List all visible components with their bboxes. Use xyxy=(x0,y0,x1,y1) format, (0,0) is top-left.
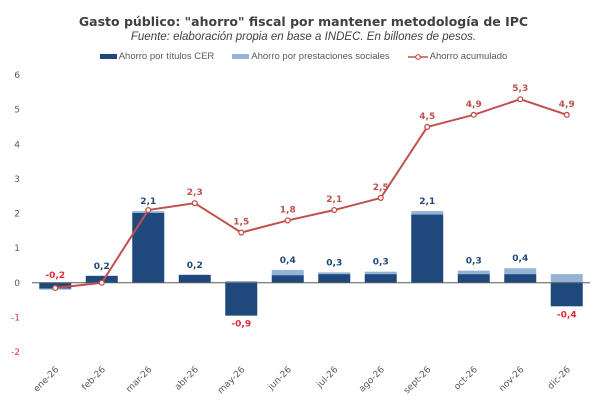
x-tick-label: may-26 xyxy=(216,365,247,396)
bar-prestaciones xyxy=(504,268,537,275)
bar-data-label: 2,1 xyxy=(419,197,435,207)
line-data-label: 4,9 xyxy=(466,100,482,110)
bar-prestaciones xyxy=(411,211,444,215)
x-tick-label: abr-26 xyxy=(173,365,201,393)
legend-label-prestaciones: Ahorro por prestaciones sociales xyxy=(251,51,390,62)
y-tick-label: 6 xyxy=(14,71,20,81)
line-marker xyxy=(238,229,245,236)
line-marker xyxy=(52,284,59,291)
line-data-label: 2,3 xyxy=(187,188,203,198)
y-axis: -2 -1 0 1 2 3 4 5 6 xyxy=(11,71,20,358)
line-marker xyxy=(191,200,198,207)
line-marker xyxy=(284,217,291,224)
bar-prestaciones xyxy=(225,281,258,283)
bar-data-label: -0,4 xyxy=(557,310,577,320)
line-data-label: 1,5 xyxy=(233,218,249,228)
y-tick-label: 2 xyxy=(14,210,20,220)
bar-cer xyxy=(550,282,583,307)
y-tick-label: -1 xyxy=(11,313,20,323)
bar-data-label: 0,3 xyxy=(466,257,482,267)
chart-title: Gasto público: "ahorro" fiscal por mante… xyxy=(78,14,529,29)
legend-label-cer: Ahorro por títulos CER xyxy=(118,51,215,62)
bar-prestaciones xyxy=(318,272,351,275)
x-tick-label: dic-26 xyxy=(546,365,573,392)
bar-data-label: -0,9 xyxy=(231,320,251,330)
bar-cer xyxy=(225,282,258,316)
bar-data-label: 0,4 xyxy=(280,256,296,266)
line-marker xyxy=(331,206,338,214)
x-axis: ene-26 feb-26 mar-26 abr-26 may-26 jun-26 jul-… xyxy=(32,365,573,396)
bar-cer xyxy=(411,214,444,283)
bar-prestaciones xyxy=(457,270,490,275)
bar-cer xyxy=(457,274,490,283)
line-data-label: 4,9 xyxy=(559,100,575,110)
bar-cer xyxy=(271,275,304,283)
y-tick-label: 0 xyxy=(14,279,20,289)
legend-swatch-cer xyxy=(99,54,117,59)
x-tick-label: jun-26 xyxy=(266,365,294,393)
x-tick-label: mar-26 xyxy=(125,365,155,395)
legend-label-acumulado: Ahorro acumulado xyxy=(429,51,508,62)
legend-item-acumulado: Ahorro acumulado xyxy=(407,51,508,62)
line-marker xyxy=(517,96,524,103)
y-tick-label: -2 xyxy=(11,348,20,358)
line-marker xyxy=(98,279,105,286)
bar-cer xyxy=(504,274,537,283)
data-labels: -0,2 0,2 2,1 0,2 -0,9 0,4 0,3 0,3 2,1 0,3 0,4 -0,4 2… xyxy=(45,84,576,329)
line-data-label: 2,5 xyxy=(373,183,389,193)
bar-prestaciones xyxy=(364,271,397,275)
line-data-label: 5,3 xyxy=(512,84,528,94)
line-series xyxy=(52,96,570,291)
y-tick-label: 5 xyxy=(14,106,20,116)
bar-cer xyxy=(318,274,351,283)
bar-data-label: 0,2 xyxy=(187,261,203,271)
bars xyxy=(39,211,583,316)
legend-swatch-prestaciones xyxy=(232,54,250,59)
bar-data-label: 0,3 xyxy=(373,258,389,268)
legend-item-prestaciones: Ahorro por prestaciones sociales xyxy=(232,51,390,62)
legend-item-cer: Ahorro por títulos CER xyxy=(99,51,215,62)
x-tick-label: oct-26 xyxy=(453,365,481,393)
bar-cer xyxy=(85,275,118,283)
bar-cer xyxy=(132,212,165,283)
bar-prestaciones xyxy=(271,269,304,276)
line-marker xyxy=(145,206,152,214)
x-tick-label: sept-26 xyxy=(402,365,433,396)
line-marker xyxy=(470,111,477,118)
y-tick-label: 4 xyxy=(14,140,20,150)
bar-data-label: -0,2 xyxy=(45,271,65,281)
bar-cer xyxy=(178,274,211,283)
bar-data-label: 2,1 xyxy=(140,197,156,207)
line-data-label: 2,1 xyxy=(326,195,342,205)
bar-data-label: 0,4 xyxy=(512,254,528,264)
legend: Ahorro por títulos CER Ahorro por presta… xyxy=(0,51,607,62)
bar-data-label: 0,2 xyxy=(94,262,110,272)
y-tick-label: 1 xyxy=(14,244,20,254)
bar-data-label: 0,3 xyxy=(326,258,342,268)
line-marker xyxy=(377,194,384,201)
x-tick-label: nov-26 xyxy=(497,365,526,394)
x-tick-label: feb-26 xyxy=(80,365,108,393)
bar-cer xyxy=(364,274,397,283)
bar-prestaciones xyxy=(550,274,583,283)
line-data-label: 4,5 xyxy=(419,112,435,122)
y-tick-label: 3 xyxy=(14,175,20,185)
x-tick-label: ene-26 xyxy=(32,365,62,395)
x-tick-label: jul-26 xyxy=(315,365,341,391)
line-acumulado xyxy=(55,98,568,289)
chart-subtitle: Fuente: elaboración propia en base a IND… xyxy=(130,31,477,43)
line-data-label: 1,8 xyxy=(280,205,296,215)
legend-swatch-line xyxy=(407,53,428,60)
line-marker xyxy=(424,123,431,130)
line-marker xyxy=(563,111,570,118)
x-tick-label: ago-26 xyxy=(357,365,387,395)
